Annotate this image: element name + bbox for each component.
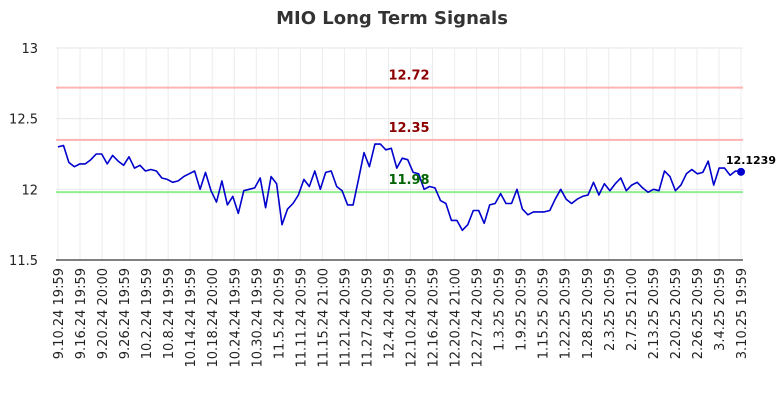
grid bbox=[56, 47, 743, 260]
y-tick-label: 11.5 bbox=[9, 254, 38, 269]
x-tick-label: 1.22.25 20:59 bbox=[559, 268, 574, 359]
x-tick-label: 11.5.24 20:59 bbox=[272, 268, 287, 359]
y-tick-label: 13 bbox=[21, 42, 38, 57]
labels: 12.72 12.35 11.98 12.1239 bbox=[388, 69, 776, 189]
reference-line-label: 11.98 bbox=[388, 173, 429, 188]
x-tick-label: 3.4.25 20:59 bbox=[713, 268, 728, 351]
x-tick-label: 2.20.25 20:59 bbox=[669, 268, 684, 359]
last-point-marker bbox=[737, 167, 745, 176]
x-tick-label: 1.28.25 20:59 bbox=[581, 268, 596, 359]
x-tick-label: 10.14.24 19:59 bbox=[184, 268, 199, 368]
x-tick-label: 1.15.25 20:59 bbox=[537, 268, 552, 359]
x-tick-label: 10.30.24 19:59 bbox=[250, 268, 265, 368]
x-tick-label: 10.8.24 19:59 bbox=[162, 268, 177, 359]
x-tick-label: 11.21.24 20:59 bbox=[338, 268, 353, 368]
y-tick-label: 12 bbox=[21, 183, 38, 198]
x-tick-label: 11.27.24 20:59 bbox=[360, 268, 375, 368]
x-tick-label: 2.13.25 20:59 bbox=[647, 268, 662, 359]
x-tick-label: 3.10.25 19:59 bbox=[735, 268, 750, 359]
x-tick-label: 1.3.25 20:59 bbox=[493, 268, 508, 351]
x-tick-label: 12.10.24 20:59 bbox=[405, 268, 420, 368]
reference-line-label: 12.72 bbox=[388, 69, 429, 84]
x-tick-label: 12.16.24 20:59 bbox=[427, 268, 442, 368]
x-tick-label: 11.15.24 21:00 bbox=[316, 268, 331, 368]
series-line bbox=[57, 143, 742, 232]
x-tick-label: 10.2.24 19:59 bbox=[140, 268, 155, 359]
axes: 11.5 12 12.5 13 9.10.24 19:59 9.16.24 19:59 9.… bbox=[9, 42, 750, 368]
x-tick-label: 12.20.24 21:00 bbox=[449, 268, 464, 368]
series bbox=[57, 143, 745, 232]
x-tick-label: 9.10.24 19:59 bbox=[52, 268, 67, 359]
x-tick-label: 12.27.24 20:59 bbox=[471, 268, 486, 368]
x-tick-label: 12.4.24 20:59 bbox=[382, 268, 397, 359]
x-tick-label: 9.26.24 19:59 bbox=[118, 268, 133, 359]
x-tick-label: 2.3.25 20:59 bbox=[603, 268, 618, 351]
chart-title: MIO Long Term Signals bbox=[276, 8, 508, 29]
x-tick-label: 10.18.24 20:00 bbox=[206, 268, 221, 368]
x-tick-label: 9.20.24 20:00 bbox=[96, 268, 111, 359]
x-tick-label: 10.24.24 19:59 bbox=[228, 268, 243, 368]
x-tick-label: 2.7.25 21:00 bbox=[625, 268, 640, 351]
reference-line-label: 12.35 bbox=[388, 121, 429, 136]
x-tick-label: 9.16.24 19:59 bbox=[74, 268, 89, 359]
x-tick-label: 2.26.25 20:59 bbox=[691, 268, 706, 359]
last-value-label: 12.1239 bbox=[726, 154, 776, 167]
x-tick-label: 11.11.24 20:59 bbox=[294, 268, 309, 368]
y-tick-label: 12.5 bbox=[9, 113, 38, 128]
x-tick-label: 1.9.25 20:59 bbox=[515, 268, 530, 351]
reference-lines bbox=[56, 86, 743, 194]
